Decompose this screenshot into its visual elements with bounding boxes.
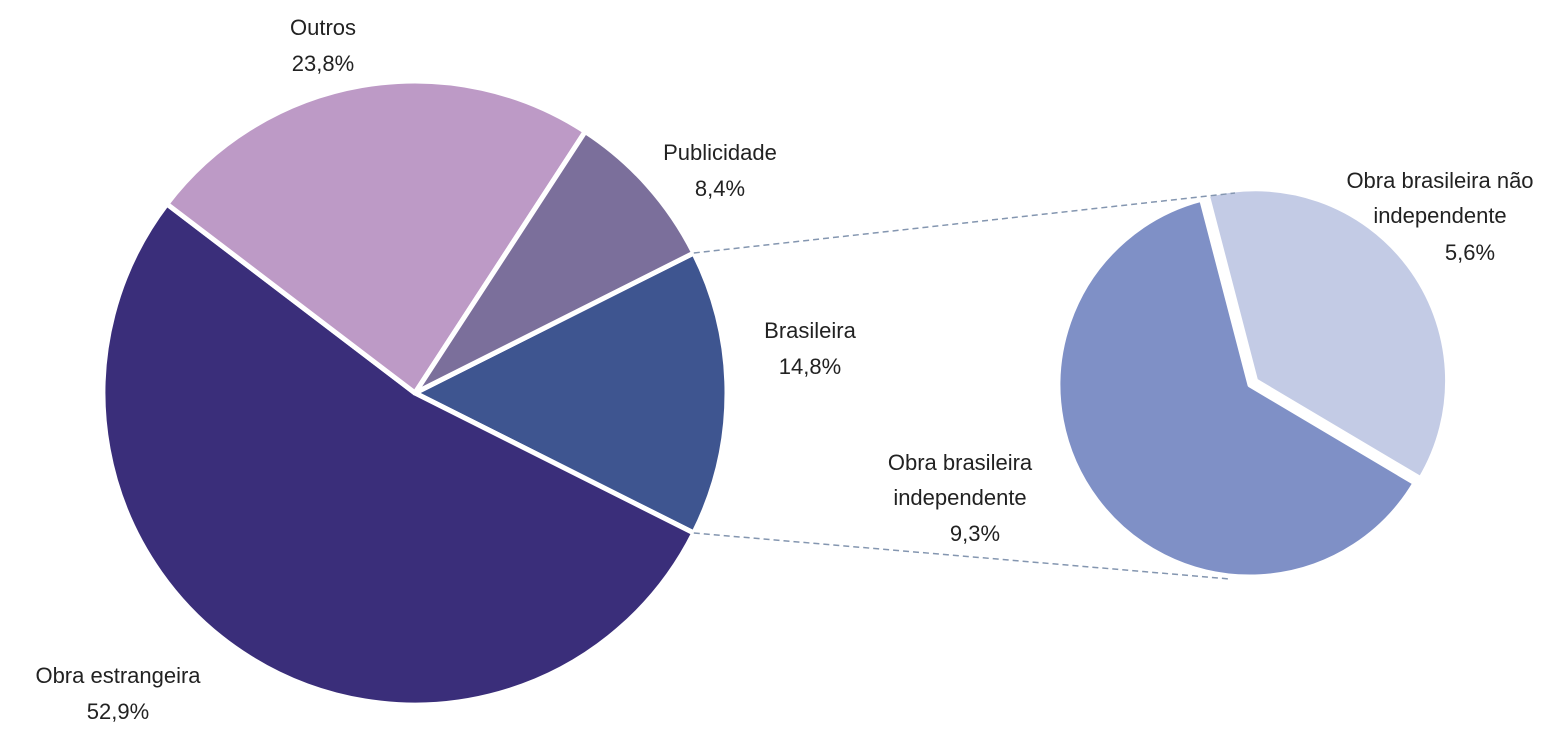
slice-label: 14,8%: [778, 354, 842, 379]
connector-line: [693, 192, 1236, 254]
slice-label: 52,9%: [86, 699, 150, 724]
pie-slice: [164, 78, 588, 396]
slice-label: Obra brasileira independente: [887, 450, 1033, 510]
slice-label: Obra estrangeira: [35, 663, 201, 688]
pie-slice: [1055, 196, 1418, 580]
slice-label: 9,3%: [949, 521, 1001, 546]
pie-slice: [412, 250, 730, 536]
pie-slice: [1204, 186, 1451, 482]
slice-label: 23,8%: [291, 51, 355, 76]
slice-label: 5,6%: [1444, 240, 1496, 265]
slice-label: Outros: [289, 15, 357, 40]
slice-label: Obra brasileira não independente: [1346, 168, 1534, 228]
pie-slice: [412, 129, 697, 396]
slice-label: Publicidade: [663, 140, 777, 165]
slice-label: Brasileira: [764, 318, 856, 343]
pie-slice: [100, 201, 697, 708]
slice-label: 8,4%: [694, 176, 746, 201]
